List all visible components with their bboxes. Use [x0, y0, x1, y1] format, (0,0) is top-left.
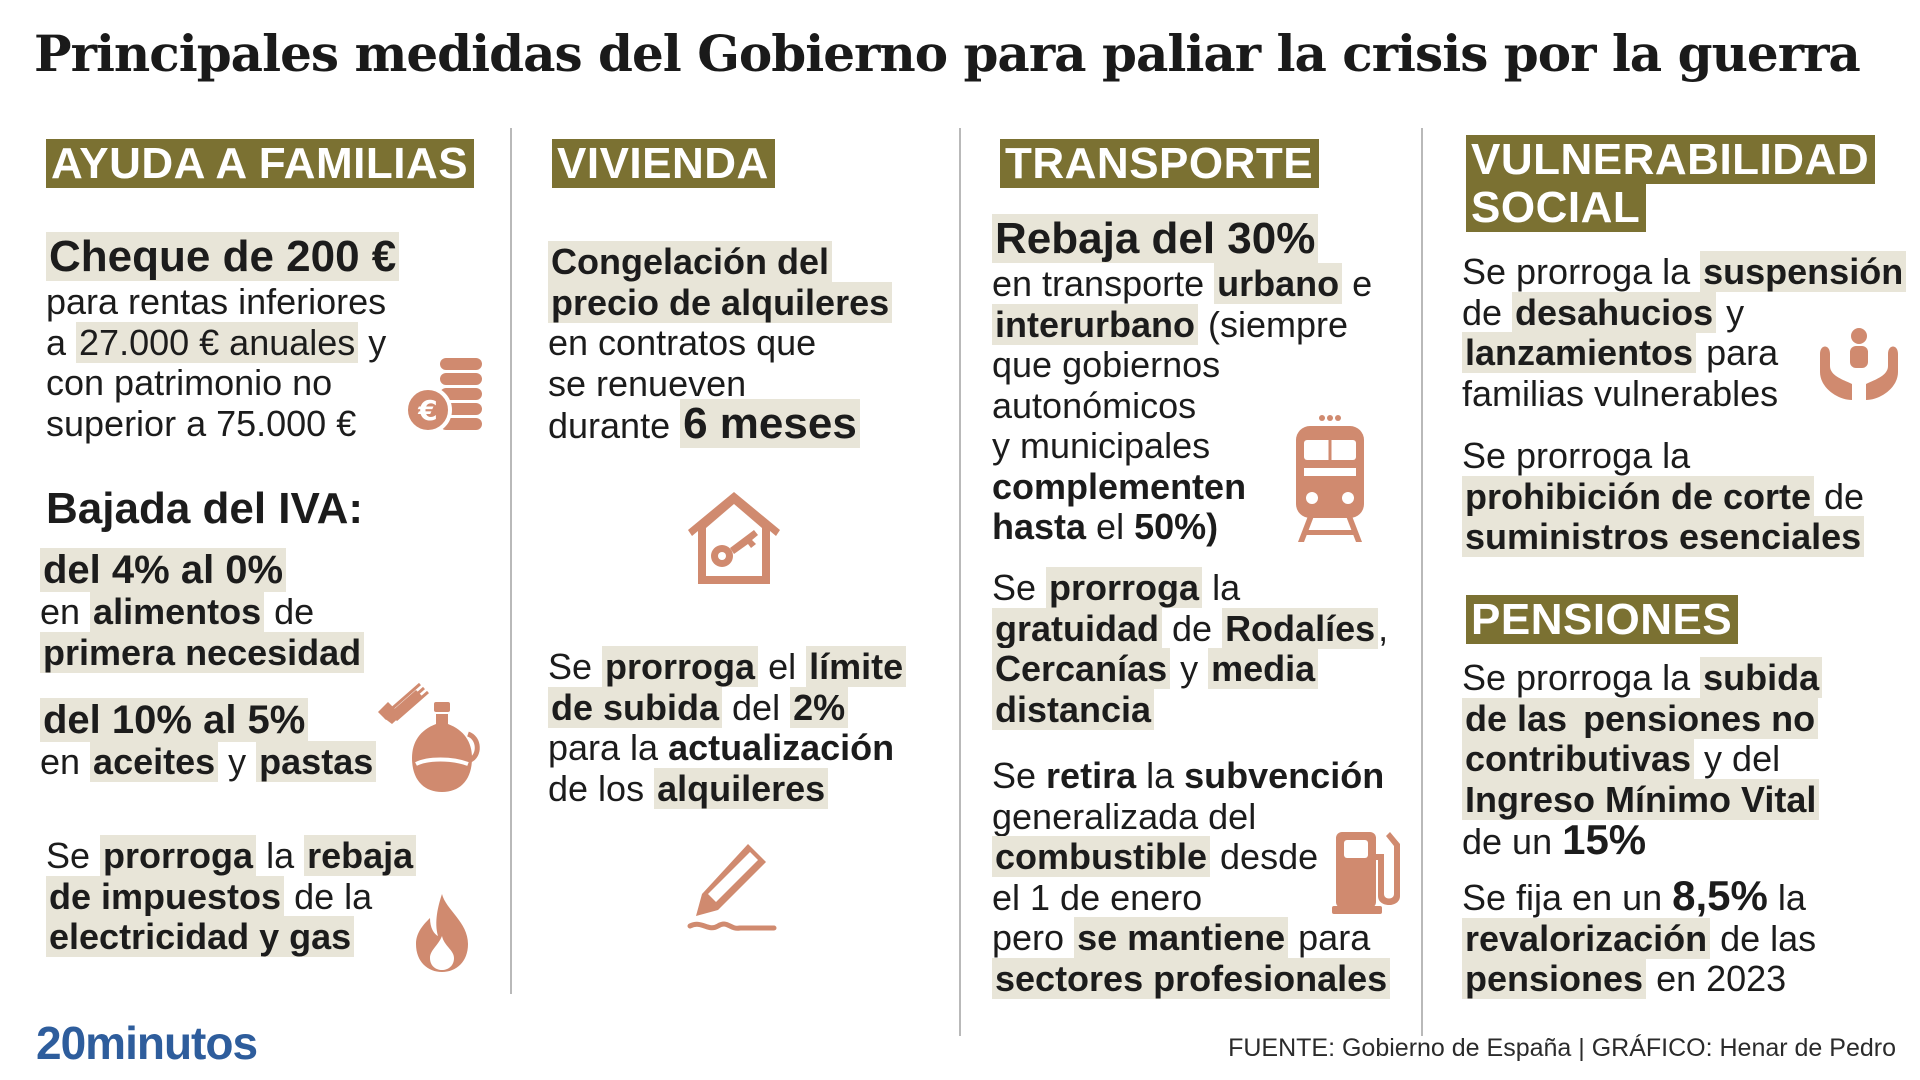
section-header-familias: AYUDA A FAMILIAS: [46, 139, 475, 188]
svg-text:€: €: [417, 394, 437, 427]
euro-coins-icon: €: [404, 352, 484, 436]
suministros-block: Se prorroga la prohibición de corte de s…: [1462, 435, 1865, 557]
iva-food-range: del 4% al 0%: [40, 548, 287, 592]
source-credit: FUENTE: Gobierno de España | GRÁFICO: He…: [1228, 1034, 1896, 1062]
column-divider: [510, 128, 512, 994]
section-header-vivienda: VIVIENDA: [552, 139, 775, 188]
train-icon: [1292, 412, 1368, 544]
congelacion-block: Congelación del precio de alquileres en …: [548, 241, 893, 448]
flame-icon: [412, 890, 472, 974]
combustible-block: Se retira la subvención generalizada del…: [992, 755, 1391, 999]
cheque-line: a 27.000 € anuales y: [46, 321, 387, 363]
fuel-pump-icon: [1332, 824, 1402, 916]
cheque-line: superior a 75.000 €: [46, 402, 357, 444]
pen-signature-icon: [686, 840, 778, 936]
cheque-line: para rentas inferiores: [46, 281, 387, 322]
revalorizacion-block: Se fija en un 8,5% la revalorización de …: [1462, 872, 1817, 999]
subida-pensiones-block: Se prorroga la subida de las pensiones n…: [1462, 657, 1823, 863]
gratuidad-block: Se prorroga la gratuidad de Rodalíes, Ce…: [992, 567, 1389, 730]
column-divider: [1421, 128, 1423, 1036]
cheque-line: con patrimonio no: [46, 362, 333, 403]
column-divider: [959, 128, 961, 1036]
energia-block: Se prorroga la rebaja de impuestos de la…: [46, 835, 417, 958]
brand-logo: 20minutos: [36, 1017, 258, 1069]
section-header-transporte: TRANSPORTE: [1000, 139, 1320, 188]
rebaja-block: Rebaja del 30% en transporte urbano e in…: [992, 214, 1373, 547]
iva-oil-block: del 10% al 5% en aceites y pastas: [40, 698, 377, 783]
house-key-icon: [682, 486, 786, 590]
cheque-heading: Cheque de 200 €: [46, 232, 400, 281]
hands-person-icon: [1818, 326, 1900, 402]
page-title: Principales medidas del Gobierno para pa…: [34, 24, 1861, 83]
iva-oil-range: del 10% al 5%: [40, 698, 309, 742]
section-header-vulnerabilidad: VULNERABILIDAD SOCIAL: [1466, 135, 1876, 232]
oil-bottle-pasta-icon: [376, 672, 482, 796]
desahucios-block: Se prorroga la suspensión de desahucios …: [1462, 251, 1907, 414]
cheque-block: Cheque de 200 € para rentas inferiores a…: [46, 232, 400, 444]
iva-food-block: del 4% al 0% en alimentos de primera nec…: [40, 548, 365, 673]
section-header-pensiones: PENSIONES: [1466, 595, 1739, 644]
limite-block: Se prorroga el límite de subida del 2% p…: [548, 646, 907, 809]
iva-heading: Bajada del IVA:: [46, 484, 364, 533]
